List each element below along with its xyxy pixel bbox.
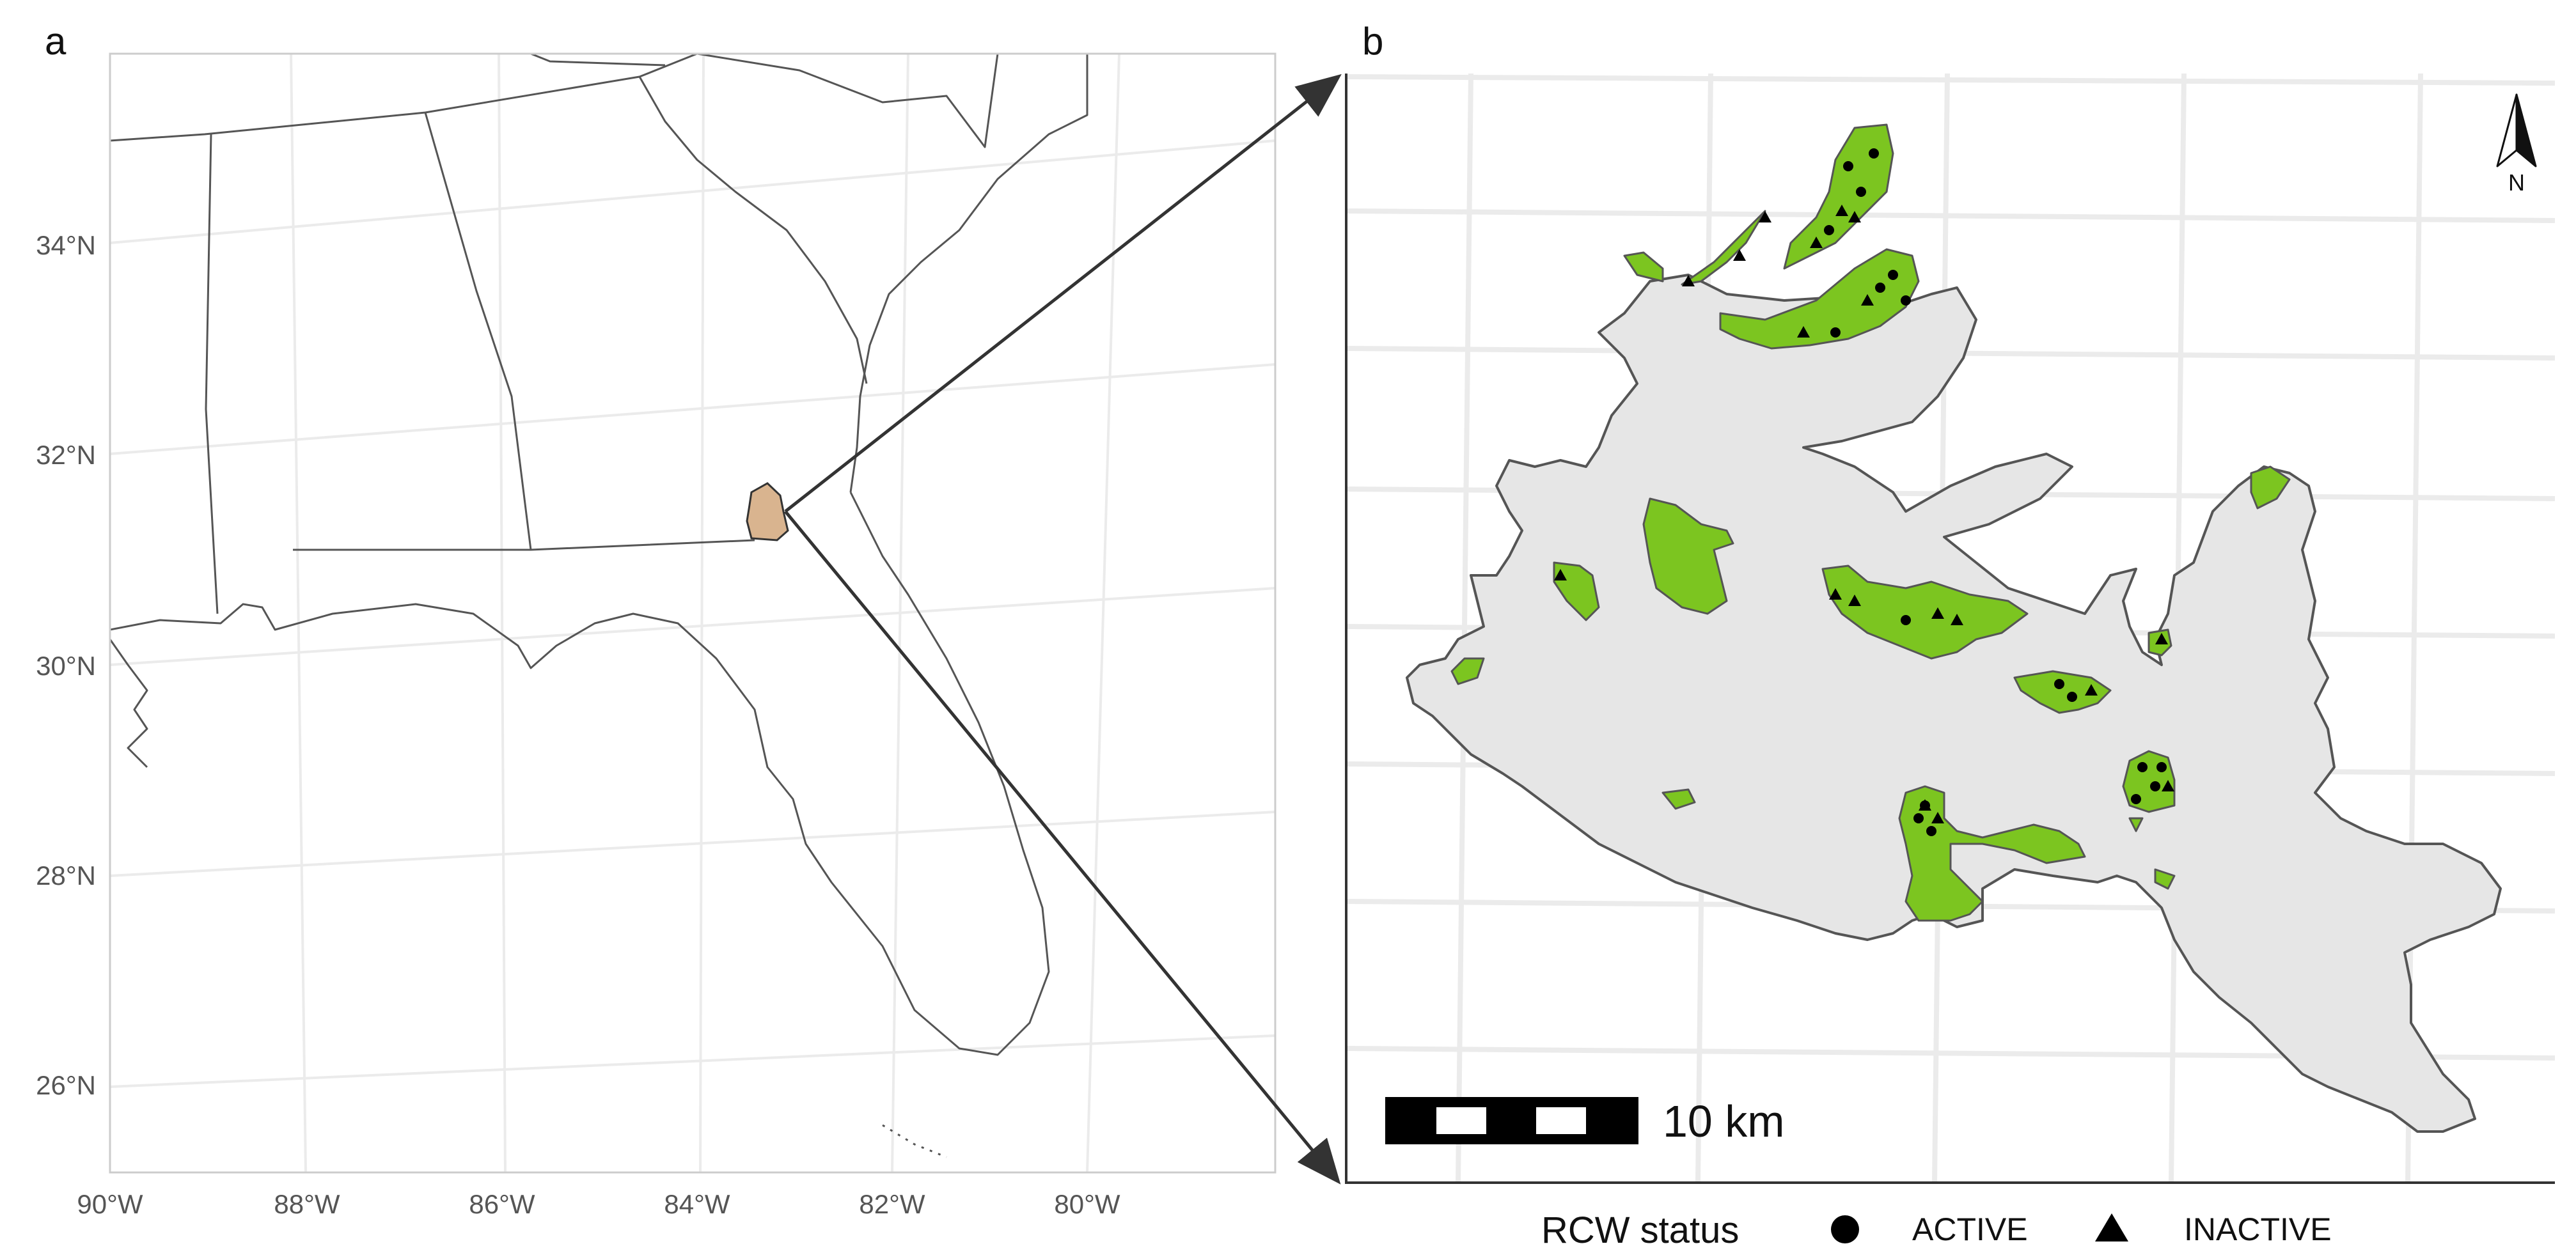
inactive-marker bbox=[1848, 595, 1861, 606]
active-marker bbox=[2137, 762, 2148, 772]
habitat-patch bbox=[2013, 670, 2112, 714]
inactive-marker bbox=[1835, 205, 1848, 216]
study-area-highlight bbox=[746, 482, 789, 541]
lat-tick-28n: 28°N bbox=[36, 860, 96, 891]
inactive-marker bbox=[2085, 684, 2098, 696]
scale-label: 10 km bbox=[1663, 1096, 1785, 1146]
legend-item-active: ACTIVE bbox=[1912, 1211, 2028, 1247]
habitat-patch bbox=[2122, 750, 2176, 813]
map-b: N 10 km bbox=[1345, 74, 2555, 1184]
scale-bar: 10 km bbox=[1385, 1096, 1785, 1146]
state-outlines bbox=[110, 54, 1088, 1158]
habitat-patch bbox=[1681, 210, 1766, 286]
panel-label-b: b bbox=[1362, 20, 1384, 63]
active-marker bbox=[1869, 148, 1879, 159]
lat-tick-26n: 26°N bbox=[36, 1070, 96, 1100]
active-marker bbox=[1830, 327, 1841, 338]
refuge-boundary bbox=[1406, 274, 2502, 1133]
lon-tick-90w: 90°W bbox=[77, 1189, 143, 1219]
habitat-patch bbox=[1450, 657, 1485, 685]
habitat-patch bbox=[1642, 497, 1734, 615]
active-marker bbox=[1901, 295, 1911, 306]
habitat-patch bbox=[1821, 564, 2029, 660]
active-marker bbox=[1888, 270, 1898, 280]
inactive-marker bbox=[1931, 607, 1944, 619]
inactive-marker bbox=[1931, 812, 1944, 823]
active-marker bbox=[1843, 161, 1853, 171]
habitat-patch bbox=[1553, 561, 1600, 621]
connector-arrow-top bbox=[784, 74, 1342, 513]
active-marker bbox=[1824, 225, 1834, 235]
inactive-marker bbox=[1848, 211, 1861, 222]
habitat-patch bbox=[1898, 785, 2086, 922]
active-marker bbox=[2054, 679, 2064, 689]
active-marker bbox=[1856, 187, 1866, 197]
legend-title: RCW status bbox=[1541, 1210, 1739, 1251]
lon-tick-80w: 80°W bbox=[1054, 1189, 1120, 1219]
lat-tick-32n: 32°N bbox=[36, 440, 96, 470]
habitat-patch bbox=[1661, 788, 1696, 810]
north-label: N bbox=[2508, 169, 2525, 196]
inactive-marker bbox=[1861, 294, 1874, 306]
rcw-markers bbox=[1554, 148, 2174, 836]
inactive-marker bbox=[1759, 211, 1771, 222]
graticule-a bbox=[110, 54, 1275, 1172]
lat-tick-labels: 34°N 32°N 30°N 28°N 26°N bbox=[36, 230, 96, 1100]
legend-active-symbol bbox=[1831, 1215, 1859, 1243]
map-a: 34°N 32°N 30°N 28°N 26°N 90°W 88°W 86°W … bbox=[36, 52, 1276, 1219]
zoom-connectors bbox=[784, 74, 1342, 1185]
inactive-marker bbox=[1951, 614, 1963, 625]
lon-tick-labels: 90°W 88°W 86°W 84°W 82°W 80°W bbox=[77, 1189, 1120, 1219]
habitat-patch bbox=[1719, 248, 1920, 350]
active-marker bbox=[2156, 762, 2167, 772]
active-marker bbox=[1926, 826, 1936, 836]
lat-tick-30n: 30°N bbox=[36, 651, 96, 681]
lon-tick-86w: 86°W bbox=[469, 1189, 535, 1219]
active-marker bbox=[2150, 781, 2160, 791]
inactive-marker bbox=[2162, 780, 2174, 791]
inactive-marker bbox=[1810, 237, 1823, 248]
inactive-marker bbox=[1797, 326, 1810, 338]
habitat-patch bbox=[1623, 251, 1664, 283]
panel-label-a: a bbox=[45, 20, 67, 63]
habitat-patch bbox=[2154, 868, 2176, 890]
active-marker bbox=[1913, 813, 1924, 823]
habitat-patch bbox=[2250, 465, 2291, 510]
legend-inactive-symbol bbox=[2095, 1213, 2128, 1241]
active-marker bbox=[2131, 794, 2141, 804]
habitat-patch bbox=[1783, 123, 1894, 270]
north-arrow-icon: N bbox=[2496, 93, 2537, 196]
active-marker bbox=[1875, 283, 1885, 293]
legend-item-inactive: INACTIVE bbox=[2184, 1211, 2332, 1247]
habitat-patch bbox=[2128, 817, 2144, 832]
inactive-marker bbox=[1829, 588, 1842, 600]
inactive-marker bbox=[1919, 799, 1931, 811]
map-b-axes bbox=[1345, 74, 2555, 1184]
connector-arrow-bottom bbox=[784, 510, 1341, 1185]
active-marker bbox=[1901, 615, 1911, 625]
inactive-marker bbox=[1554, 569, 1567, 580]
lon-tick-82w: 82°W bbox=[859, 1189, 925, 1219]
inactive-marker bbox=[2155, 633, 2168, 644]
inactive-marker bbox=[1682, 275, 1695, 286]
map-a-frame bbox=[109, 52, 1276, 1174]
inactive-marker bbox=[1733, 249, 1746, 261]
lat-tick-34n: 34°N bbox=[36, 230, 96, 260]
lon-tick-84w: 84°W bbox=[664, 1189, 730, 1219]
active-marker bbox=[2067, 692, 2077, 702]
legend: RCW status ACTIVE INACTIVE bbox=[1541, 1210, 2332, 1251]
lon-tick-88w: 88°W bbox=[274, 1189, 340, 1219]
